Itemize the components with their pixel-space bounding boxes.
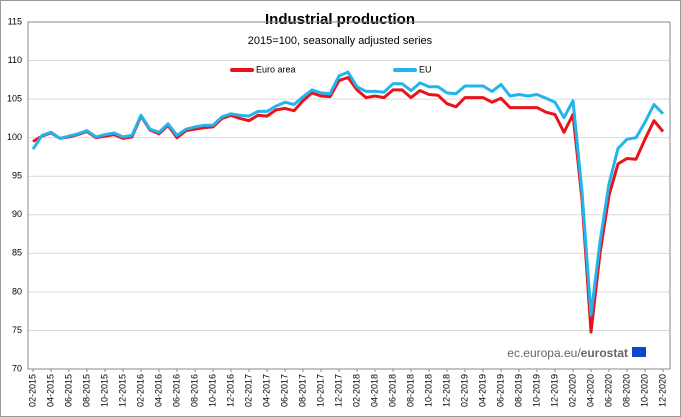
y-tick-label: 105 (7, 93, 22, 103)
x-tick-label: 02-2016 (135, 374, 145, 407)
y-tick-label: 85 (12, 248, 22, 258)
x-tick-label: 10-2020 (639, 374, 649, 407)
x-tick-label: 12-2016 (225, 374, 235, 407)
x-tick-label: 04-2019 (477, 374, 487, 407)
source-text: ec.europa.eu/eurostat (507, 346, 628, 360)
x-tick-label: 04-2016 (153, 374, 163, 407)
x-tick-label: 10-2016 (207, 374, 217, 407)
x-tick-label: 12-2019 (549, 374, 559, 407)
x-tick-label: 12-2015 (117, 374, 127, 407)
x-tick-label: 04-2018 (369, 374, 379, 407)
x-tick-label: 08-2016 (189, 374, 199, 407)
legend-item: EU (393, 64, 432, 74)
x-tick-label: 12-2017 (333, 374, 343, 407)
plot-area (27, 21, 671, 370)
x-tick-label: 06-2019 (495, 374, 505, 407)
source-prefix: ec.europa.eu/ (507, 346, 581, 360)
legend-item: Euro area (230, 64, 296, 74)
x-tick-label: 10-2019 (531, 374, 541, 407)
y-tick-label: 110 (8, 55, 22, 65)
x-tick-label: 10-2015 (99, 374, 109, 407)
x-tick-label: 02-2020 (567, 374, 577, 407)
x-tick-label: 08-2015 (81, 374, 91, 407)
data-line (31, 70, 665, 317)
x-tick-label: 04-2020 (585, 374, 595, 407)
y-tick-label: 80 (12, 286, 22, 296)
x-tick-label: 12-2018 (441, 374, 451, 407)
x-tick-label: 06-2020 (603, 374, 613, 407)
y-tick-label: 90 (12, 209, 22, 219)
legend-label: Euro area (256, 64, 296, 74)
x-tick-label: 02-2018 (351, 374, 361, 407)
y-tick-label: 75 (12, 325, 22, 335)
y-tick-label: 70 (12, 363, 22, 373)
x-tick-label: 06-2018 (387, 374, 397, 407)
x-tick-label: 10-2018 (423, 374, 433, 407)
x-tick-label: 08-2019 (513, 374, 523, 407)
x-tick-label: 08-2018 (405, 374, 415, 407)
x-tick-label: 08-2017 (297, 374, 307, 407)
x-tick-label: 02-2015 (27, 374, 37, 407)
x-tick-label: 06-2016 (171, 374, 181, 407)
y-tick-label: 95 (12, 171, 22, 181)
legend-label: EU (419, 64, 432, 74)
source: ec.europa.eu/eurostat (507, 346, 646, 360)
x-tick-label: 02-2017 (243, 374, 253, 407)
x-tick-label: 04-2017 (261, 374, 271, 407)
x-tick-label: 08-2020 (621, 374, 631, 407)
x-tick-label: 10-2017 (315, 374, 325, 407)
source-brand: eurostat (581, 346, 628, 360)
x-tick-label: 04-2015 (45, 374, 55, 407)
y-tick-label: 100 (7, 132, 22, 142)
x-tick-label: 06-2017 (279, 374, 289, 407)
x-tick-label: 12-2020 (657, 374, 667, 407)
chart-subtitle: 2015=100, seasonally adjusted series (248, 35, 433, 47)
y-tick-label: 115 (8, 16, 22, 26)
eu-flag (632, 347, 646, 357)
chart-title: Industrial production (265, 11, 415, 28)
x-tick-label: 06-2015 (63, 374, 73, 407)
x-tick-label: 02-2019 (459, 374, 469, 407)
